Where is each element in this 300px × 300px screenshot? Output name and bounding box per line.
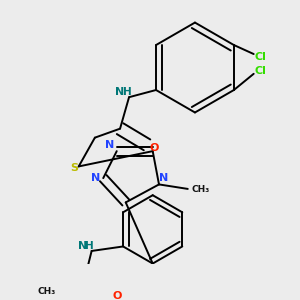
Text: Cl: Cl bbox=[255, 52, 267, 62]
Text: N: N bbox=[116, 87, 125, 97]
Text: N: N bbox=[78, 241, 87, 250]
Text: N: N bbox=[105, 140, 114, 150]
Text: O: O bbox=[112, 291, 122, 300]
Text: S: S bbox=[70, 163, 78, 173]
Text: N: N bbox=[92, 173, 101, 183]
Text: O: O bbox=[149, 142, 159, 152]
Text: CH₃: CH₃ bbox=[38, 287, 56, 296]
Text: H: H bbox=[85, 241, 94, 250]
Text: CH₃: CH₃ bbox=[191, 185, 209, 194]
Text: H: H bbox=[123, 87, 132, 97]
Text: Cl: Cl bbox=[255, 66, 267, 76]
Text: N: N bbox=[159, 173, 168, 183]
